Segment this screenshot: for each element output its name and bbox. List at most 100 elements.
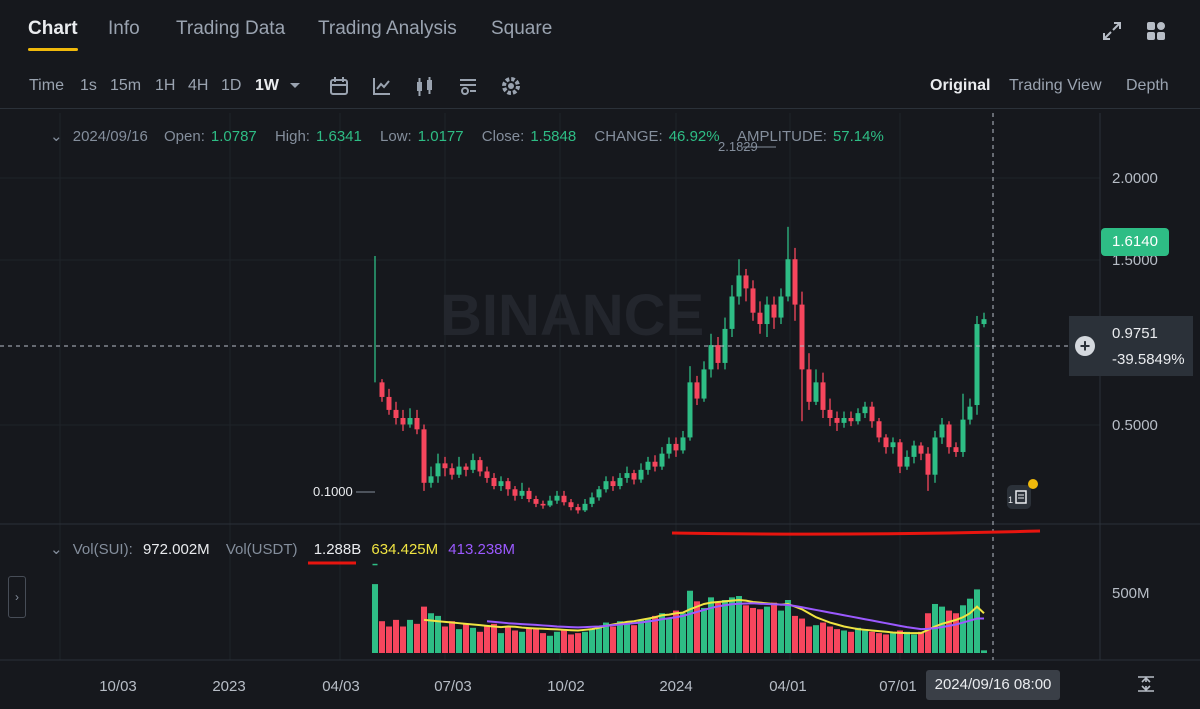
- candle: [645, 456, 651, 475]
- crosshair-date: 2024/09/16 08:00: [926, 670, 1060, 700]
- tab-chart[interactable]: Chart: [28, 18, 78, 51]
- volume-bar: [652, 615, 658, 653]
- tab-trading-data[interactable]: Trading Data: [176, 18, 286, 39]
- amplitude-label: AMPLITUDE:: [736, 128, 827, 145]
- candle: [638, 463, 644, 483]
- amplitude-value: 57.14%: [832, 128, 884, 145]
- candle: [526, 487, 532, 503]
- volume-bar: [855, 627, 861, 653]
- candle: [554, 490, 560, 504]
- volume-bar: [680, 613, 686, 653]
- volume-bar: [701, 607, 707, 653]
- low-label: Low:: [380, 128, 412, 145]
- time-tick-label: 10/03: [99, 678, 137, 695]
- volume-bar: [771, 602, 777, 653]
- expand-panel-button[interactable]: ›: [8, 576, 26, 618]
- tab-info[interactable]: Info: [108, 18, 140, 39]
- candle: [428, 466, 434, 488]
- expand-icon[interactable]: [1101, 20, 1123, 42]
- candle-type-icon[interactable]: [414, 75, 436, 97]
- candle: [799, 291, 805, 422]
- view-depth[interactable]: Depth: [1126, 77, 1169, 94]
- view-trading-view[interactable]: Trading View: [1009, 77, 1102, 94]
- candle: [568, 499, 574, 511]
- candle: [911, 440, 917, 464]
- candle: [918, 442, 924, 461]
- candle: [757, 301, 763, 334]
- candle: [407, 408, 413, 428]
- volume-bar: [841, 630, 847, 653]
- volume-bar: [470, 627, 476, 653]
- interval-1s[interactable]: 1s: [80, 77, 97, 94]
- ohlc-legend: ⌄ 2024/09/16 Open: 1.0787 High: 1.6341 Low…: [50, 127, 898, 145]
- price-chart[interactable]: BINANCE 2.0000 1.5000 0.5000 500M 10/03 2023 0…: [0, 108, 1200, 709]
- candle: [673, 437, 679, 457]
- candle: [820, 372, 826, 418]
- grid-layout-icon[interactable]: [1145, 20, 1167, 42]
- indicator-icon[interactable]: [371, 75, 393, 97]
- alert-icon[interactable]: 1: [1007, 479, 1038, 509]
- volume-bar: [981, 650, 987, 653]
- vol-ma-short-value: 634.425M: [371, 541, 439, 558]
- tab-square[interactable]: Square: [491, 18, 553, 39]
- template-icon[interactable]: [457, 75, 479, 97]
- tab-trading-analysis[interactable]: Trading Analysis: [318, 18, 457, 39]
- chevron-down-icon[interactable]: ⌄: [50, 541, 63, 558]
- time-label[interactable]: Time: [29, 77, 64, 94]
- candle: [631, 469, 637, 485]
- candle: [456, 456, 462, 478]
- time-tick-label: 2024: [659, 678, 692, 695]
- volume-bar: [806, 626, 812, 653]
- candle: [442, 456, 448, 477]
- candle: [883, 434, 889, 454]
- candle: [547, 495, 553, 508]
- add-order-icon[interactable]: +: [1075, 336, 1095, 356]
- candle: [617, 473, 623, 490]
- volume-bar: [785, 600, 791, 653]
- volume-bar: [575, 633, 581, 653]
- interval-1d[interactable]: 1D: [221, 77, 242, 94]
- chevron-down-icon[interactable]: ⌄: [50, 128, 63, 145]
- candle: [981, 312, 987, 328]
- settings-icon[interactable]: [500, 75, 522, 97]
- candle: [974, 315, 980, 415]
- volume-ma-long-line: [486, 602, 984, 631]
- volume-bar: [638, 619, 644, 653]
- volume-bar: [967, 598, 973, 653]
- candle: [806, 353, 812, 410]
- volume-bar: [449, 621, 455, 653]
- current-price-badge: 1.6140: [1101, 228, 1169, 256]
- volume-bar: [729, 597, 735, 653]
- volume-bar: [421, 606, 427, 653]
- volume-bar: [526, 627, 532, 653]
- volume-bar: [589, 629, 595, 653]
- chevron-down-icon[interactable]: [289, 82, 301, 90]
- candle: [701, 361, 707, 402]
- vol-ma-long-value: 413.238M: [448, 541, 516, 558]
- volume-bar: [876, 633, 882, 653]
- calendar-icon[interactable]: [328, 75, 350, 97]
- candle: [897, 439, 903, 474]
- volume-bar: [379, 621, 385, 653]
- max-price-label: 2.1829: [718, 139, 758, 154]
- view-original[interactable]: Original: [930, 77, 991, 94]
- candle: [414, 409, 420, 435]
- interval-1h[interactable]: 1H: [155, 77, 176, 94]
- svg-text:1: 1: [1008, 495, 1013, 505]
- candle: [680, 430, 686, 454]
- fit-screen-icon[interactable]: [1138, 676, 1154, 692]
- time-tick-label: 04/01: [769, 678, 807, 695]
- candle: [477, 456, 483, 477]
- high-value: 1.6341: [315, 128, 362, 145]
- volume-bar: [834, 629, 840, 653]
- interval-15m[interactable]: 15m: [110, 77, 142, 94]
- volume-bar: [596, 627, 602, 653]
- volume-bar: [946, 610, 952, 653]
- change-label: CHANGE:: [594, 128, 663, 145]
- interval-4h[interactable]: 4H: [188, 77, 209, 94]
- volume-bar: [659, 613, 665, 653]
- change-value: 46.92%: [668, 128, 720, 145]
- interval-1w[interactable]: 1W: [255, 77, 279, 94]
- candle: [484, 466, 490, 483]
- candle: [519, 482, 525, 499]
